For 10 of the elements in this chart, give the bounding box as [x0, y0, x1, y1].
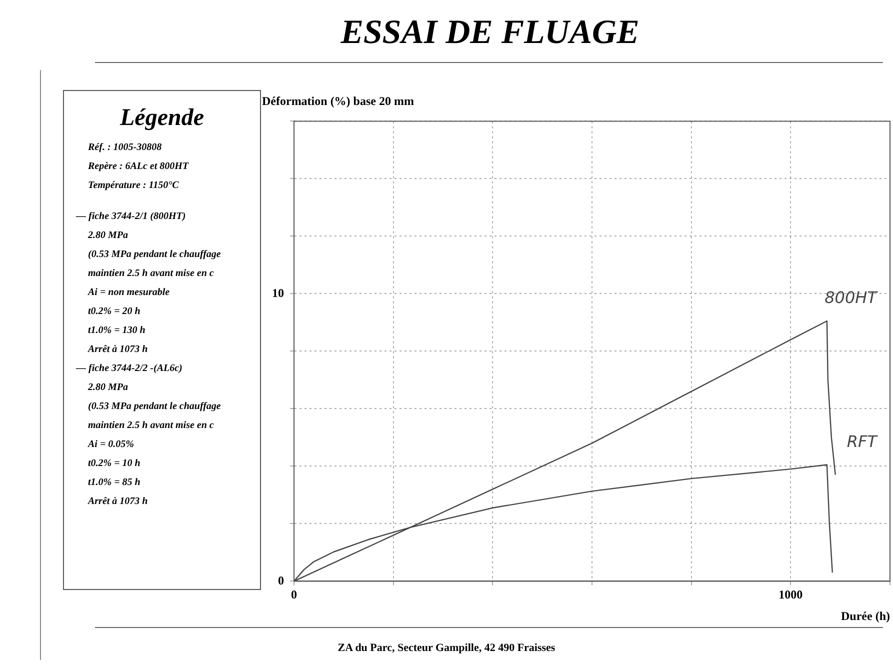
text: ZA du Parc, Secteur Gampille, 42 490 Fraisses	[336, 642, 556, 654]
y-axis-title: Déformation (%) base 20 mm	[262, 94, 414, 109]
chart-title: ESSAI DE FLUAGE	[340, 14, 640, 52]
legend-title: Légende	[118, 105, 205, 132]
y-tick-label: 10	[272, 286, 284, 300]
x-tick-label: 1000	[778, 587, 803, 602]
legend-box: Légende Réf. : 1005-30808 Repère : 6ALc et 800HT Température : 1150°C — fiche 3744-2/1 (800HT) 2.80 MPa (0.53 MPa pendant le chauffage maintien 2.5 h avant mise en c Ai = non mesurable t0.2% = 20 h t1.0% = 130 h Arrêt à 1073 h — fiche 3744-2/2 -(AL6c) 2.80 MPa (0.53 MPa pendant le chauffage maintien 2.5 h avant mise en c Ai = 0.05% t0.2% = 10 h t1.0% = 85 h Arrêt à 1073 h	[63, 90, 261, 590]
x-axis-title: Durée (h)	[841, 608, 890, 623]
series-label: RFT	[846, 432, 878, 451]
series-label: 800HT	[824, 288, 878, 308]
